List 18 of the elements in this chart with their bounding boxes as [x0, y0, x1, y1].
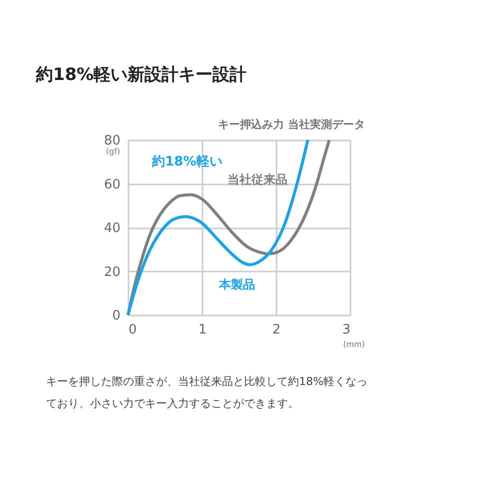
text: キーを押した際の重さが、当社従来品と比較して約18%軽くなっ	[46, 375, 368, 388]
y-tick-label: 80	[104, 134, 120, 148]
series-label: 本製品	[218, 277, 255, 292]
x-tick-label: 2	[272, 322, 281, 338]
annotation: 約18%軽い	[151, 154, 222, 170]
y-axis-title: (gf)	[106, 147, 120, 156]
text: 当社従来品	[228, 172, 288, 186]
x-tick-label: 0	[128, 322, 137, 338]
x-axis-title: (mm)	[343, 340, 365, 349]
x-tick-label: 3	[342, 322, 350, 338]
y-tick-label: 60	[104, 177, 120, 192]
y-tick-label: 40	[104, 221, 120, 236]
x-tick-label: 1	[198, 322, 207, 338]
chart-title: 約18%軽い新設計キー設計	[35, 65, 247, 85]
y-tick-label: 20	[104, 264, 120, 280]
chart-subtitle: キー押込み力 当社実測データ	[218, 118, 365, 131]
text: ており、小さい力でキー入力することができます。	[46, 397, 299, 410]
y-tick-label: 0	[112, 308, 120, 324]
